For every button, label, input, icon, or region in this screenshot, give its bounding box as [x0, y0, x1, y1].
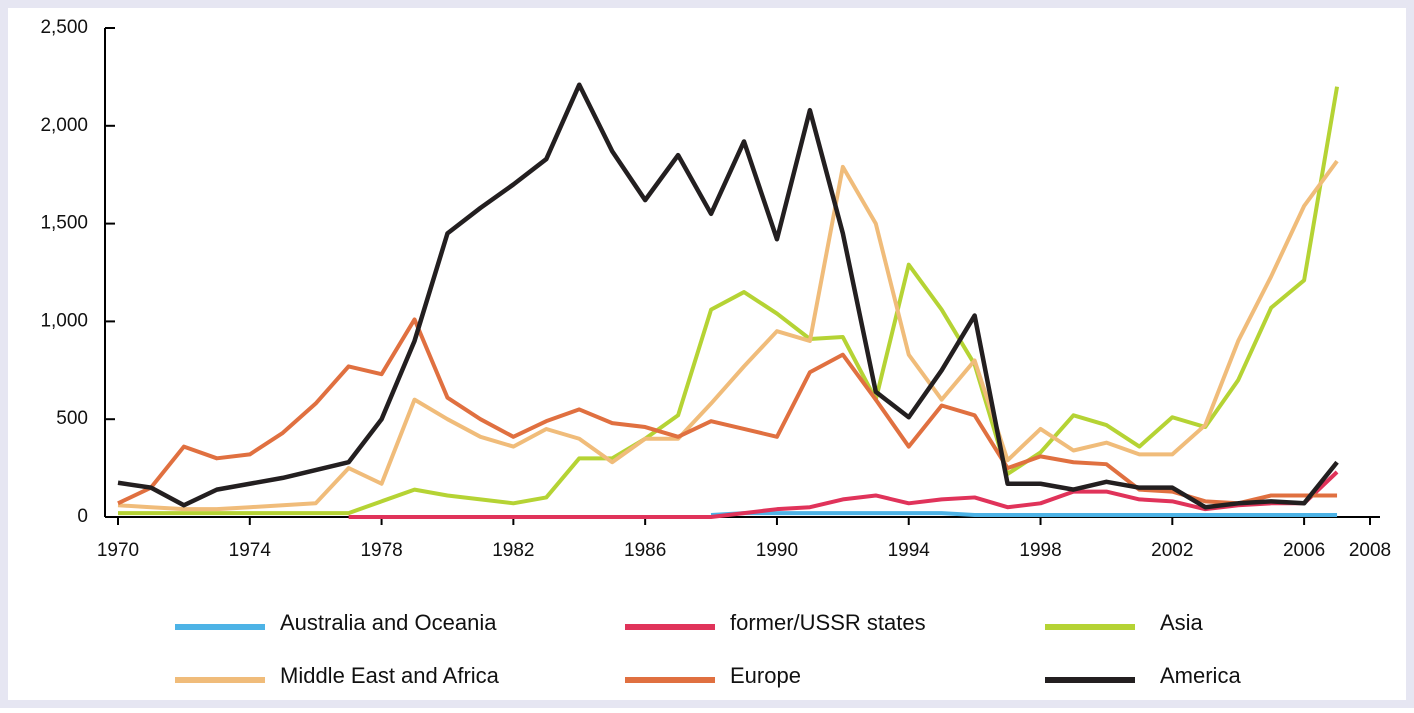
y-tick-label: 500 [56, 408, 88, 429]
x-tick-label: 1978 [360, 540, 402, 561]
x-tick-label: 2002 [1151, 540, 1193, 561]
x-tick-label: 1998 [1019, 540, 1061, 561]
x-tick-label: 1990 [756, 540, 798, 561]
legend-label: America [1160, 663, 1241, 688]
series-line [117, 82, 1339, 510]
series-line [117, 159, 1339, 512]
background [8, 8, 1406, 700]
y-tick-label: 1,000 [40, 310, 88, 331]
y-tick-label: 2,000 [40, 115, 88, 136]
x-tick-label: 2008 [1349, 540, 1391, 561]
x-tick-label: 1994 [888, 540, 931, 561]
series-line [348, 470, 1339, 519]
x-tick-label: 1986 [624, 540, 666, 561]
x-tick-label: 2006 [1283, 540, 1325, 561]
legend-label: Europe [730, 663, 801, 688]
y-tick-label: 1,500 [40, 213, 88, 234]
x-tick-label: 1974 [229, 540, 272, 561]
y-tick-label: 0 [77, 506, 88, 527]
legend-label: Asia [1160, 610, 1204, 635]
legend-label: Australia and Oceania [280, 610, 497, 635]
y-tick-label: 2,500 [40, 17, 88, 38]
series-line [710, 511, 1338, 518]
legend-label: Middle East and Africa [280, 663, 500, 688]
legend-label: former/USSR states [730, 610, 926, 635]
series-line [118, 86, 1340, 516]
x-tick-label: 1970 [97, 540, 139, 561]
x-tick-label: 1982 [492, 540, 534, 561]
